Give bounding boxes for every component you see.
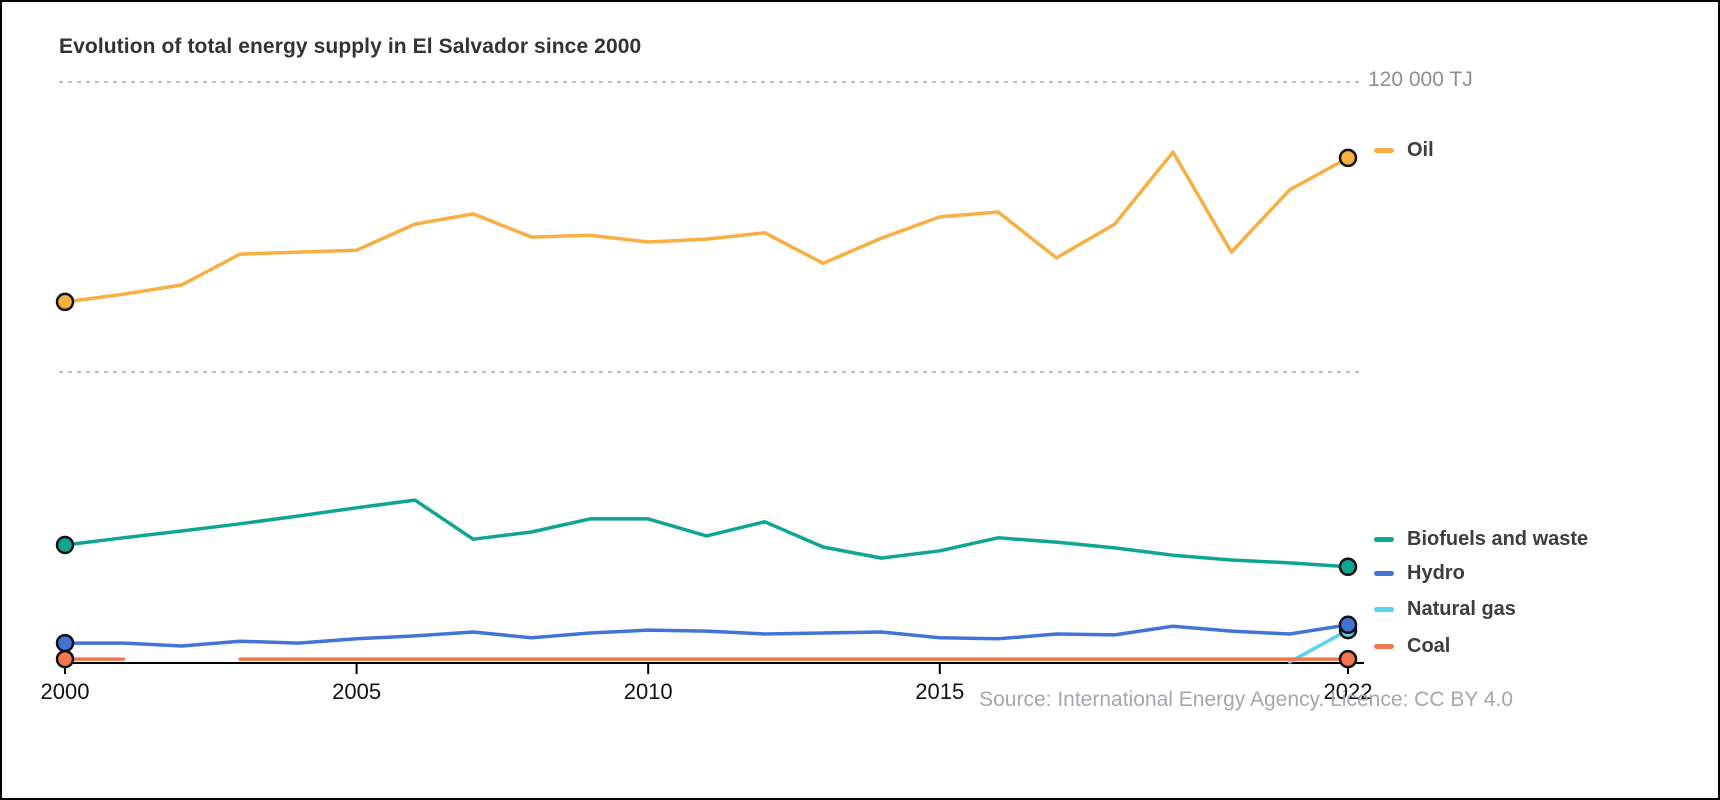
hydro-series-swatch-icon xyxy=(1374,570,1394,576)
biofuels-series-swatch-icon xyxy=(1374,536,1394,542)
legend-label-oil: Oil xyxy=(1407,138,1434,161)
legend-label-hydro: Hydro xyxy=(1407,561,1465,584)
x-axis-tick-label: 2000 xyxy=(41,679,90,704)
series-endpoint-marker-hydro[interactable] xyxy=(1338,615,1358,635)
legend-label-coal: Coal xyxy=(1407,634,1451,657)
series-endpoint-marker-biofuels[interactable] xyxy=(1338,557,1358,577)
series-endpoint-marker-coal[interactable] xyxy=(1338,649,1358,669)
series-endpoint-marker-oil[interactable] xyxy=(55,292,75,312)
coal-series-swatch-icon xyxy=(1374,643,1394,649)
legend-label-natural-gas: Natural gas xyxy=(1407,597,1516,620)
legend-item-hydro[interactable]: Hydro xyxy=(1374,558,1465,588)
series-endpoint-marker-biofuels[interactable] xyxy=(55,535,75,555)
series-line-biofuels[interactable] xyxy=(63,498,1350,569)
series-line-oil[interactable] xyxy=(63,150,1350,304)
gridline-unit-label: 120 000 TJ xyxy=(1368,68,1473,91)
series-endpoint-marker-hydro[interactable] xyxy=(55,633,75,653)
legend-item-oil[interactable]: Oil xyxy=(1374,135,1434,165)
chart-title: Evolution of total energy supply in El S… xyxy=(59,35,642,58)
legend-item-biofuels[interactable]: Biofuels and waste xyxy=(1374,524,1588,554)
legend-item-coal[interactable]: Coal xyxy=(1374,631,1450,661)
x-axis-tick-label: 2015 xyxy=(915,679,964,704)
series-line-hydro[interactable] xyxy=(63,623,1350,648)
legend-label-biofuels: Biofuels and waste xyxy=(1407,527,1589,550)
natural-gas-series-swatch-icon xyxy=(1374,606,1394,612)
oil-series-swatch-icon xyxy=(1374,147,1394,153)
legend-item-natural-gas[interactable]: Natural gas xyxy=(1374,594,1516,624)
series-line-natural-gas[interactable] xyxy=(1287,628,1350,664)
series-endpoint-marker-coal[interactable] xyxy=(55,649,75,669)
x-axis-tick-label: 2005 xyxy=(332,679,381,704)
x-axis-tick-label: 2010 xyxy=(624,679,673,704)
source-credit: Source: International Energy Agency. Lic… xyxy=(979,688,1513,711)
x-axis-tick-label: 2022 xyxy=(1324,679,1373,704)
series-endpoint-marker-oil[interactable] xyxy=(1338,148,1358,168)
